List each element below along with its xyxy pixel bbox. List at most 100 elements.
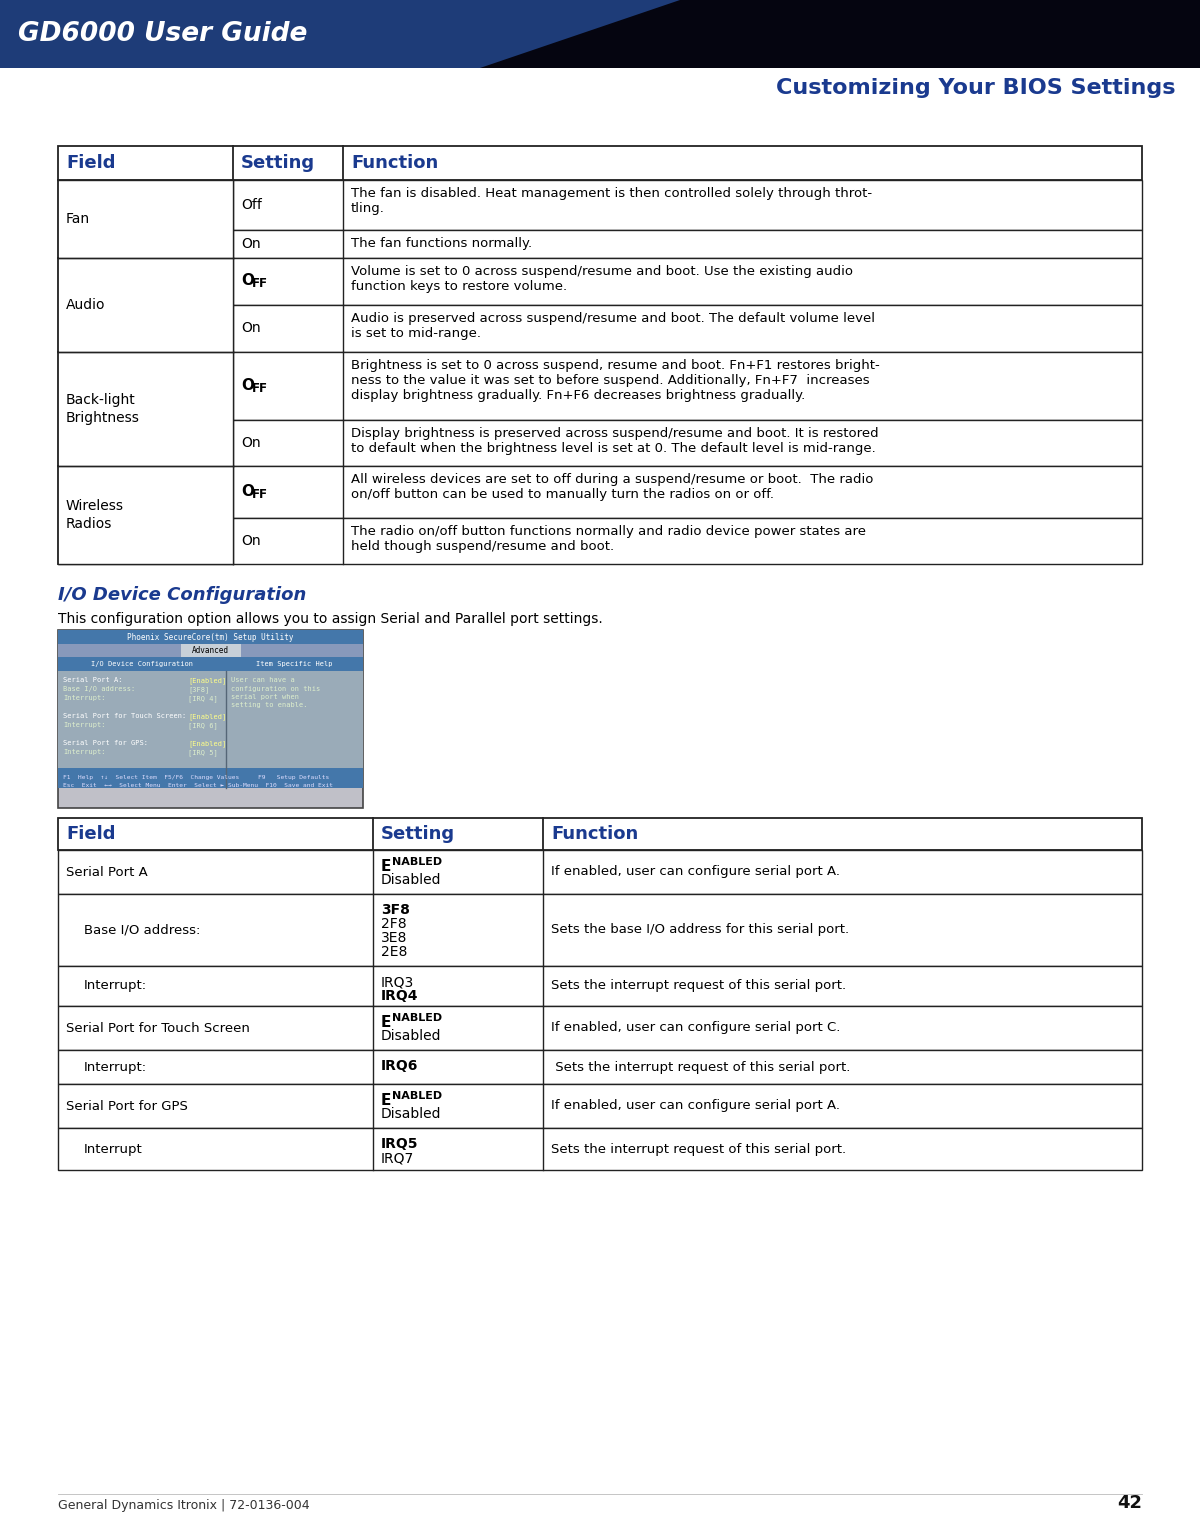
Bar [58,644,364,658]
Text: 2F8: 2F8 [382,916,407,932]
Text: I/O Device Configuration: I/O Device Configuration [91,661,193,667]
Text: IRQ3: IRQ3 [382,975,414,989]
Text: Sets the interrupt request of this serial port.: Sets the interrupt request of this seria… [551,979,846,992]
Text: IRQ5: IRQ5 [382,1137,419,1150]
Text: 42: 42 [1117,1494,1142,1512]
Text: Base I/O address:: Base I/O address: [64,685,136,691]
Text: If enabled, user can configure serial port C.: If enabled, user can configure serial po… [551,1021,840,1035]
Text: Phoenix SecureCore(tm) Setup Utility: Phoenix SecureCore(tm) Setup Utility [127,633,294,642]
Bar [58,420,1142,467]
Bar [58,658,226,671]
Text: IRQ4: IRQ4 [382,989,419,1003]
Bar [58,768,364,788]
Text: Serial Port for GPS: Serial Port for GPS [66,1100,188,1112]
Text: If enabled, user can configure serial port A.: If enabled, user can configure serial po… [551,865,840,878]
Text: On: On [241,237,260,251]
Bar [58,259,1142,305]
Bar [180,644,240,658]
Text: NABLED: NABLED [392,1090,442,1101]
Bar [58,630,364,644]
Text: Function: Function [352,154,438,172]
Text: E: E [382,859,391,875]
Text: Disabled: Disabled [382,873,442,887]
Text: Serial Port for GPS:: Serial Port for GPS: [64,741,148,745]
Text: Audio is preserved across suspend/resume and boot. The default volume level
is s: Audio is preserved across suspend/resume… [352,313,875,340]
Bar [58,180,1142,229]
Text: The fan is disabled. Heat management is then controlled solely through throt-
tl: The fan is disabled. Heat management is … [352,186,872,216]
Text: 2E8: 2E8 [382,946,407,959]
Text: [IRQ 4]: [IRQ 4] [188,695,217,702]
Text: The fan functions normally.: The fan functions normally. [352,237,532,249]
Text: On: On [241,534,260,548]
Bar [226,658,364,671]
Bar [58,966,1142,1006]
Text: Off: Off [241,199,262,213]
Text: Interrupt:: Interrupt: [84,1061,148,1073]
Text: Display brightness is preserved across suspend/resume and boot. It is restored
t: Display brightness is preserved across s… [352,427,878,454]
Text: Disabled: Disabled [382,1029,442,1043]
Text: [Enabled]: [Enabled] [188,713,227,719]
Bar [58,305,1142,353]
Text: On: On [241,322,260,336]
Text: FF: FF [252,382,268,394]
Bar [58,353,233,467]
Bar [58,630,364,809]
Text: E: E [382,1015,391,1030]
Text: Setting: Setting [241,154,316,172]
Text: O: O [241,273,254,288]
Text: Audio: Audio [66,299,106,313]
Bar [58,818,1142,850]
Text: Base I/O address:: Base I/O address: [84,924,200,936]
Bar [58,895,1142,966]
Bar [58,1050,1142,1084]
Text: [Enabled]: [Enabled] [188,678,227,684]
Text: IRQ6: IRQ6 [382,1060,419,1073]
Text: Customizing Your BIOS Settings: Customizing Your BIOS Settings [775,79,1175,99]
Bar [58,1006,1142,1050]
Text: [IRQ 6]: [IRQ 6] [188,722,217,728]
Text: [Enabled]: [Enabled] [188,741,227,747]
Text: Sets the interrupt request of this serial port.: Sets the interrupt request of this seria… [551,1061,851,1073]
Text: Interrupt:: Interrupt: [64,722,106,728]
Bar [58,146,1142,180]
Text: NABLED: NABLED [392,856,442,867]
Text: Volume is set to 0 across suspend/resume and boot. Use the existing audio
functi: Volume is set to 0 across suspend/resume… [352,265,853,293]
Text: This configuration option allows you to assign Serial and Parallel port settings: This configuration option allows you to … [58,611,602,625]
Text: Serial Port A: Serial Port A [66,865,148,878]
Bar [58,850,1142,895]
Text: Interrupt:: Interrupt: [64,748,106,755]
Text: Serial Port for Touch Screen: Serial Port for Touch Screen [66,1021,250,1035]
Text: [IRQ 5]: [IRQ 5] [188,748,217,756]
Text: I/O Device Configuration: I/O Device Configuration [58,587,306,604]
Text: Wireless
Radios: Wireless Radios [66,499,124,531]
Text: Brightness is set to 0 across suspend, resume and boot. Fn+F1 restores bright-
n: Brightness is set to 0 across suspend, r… [352,359,880,402]
Text: Esc  Exit  ←→  Select Menu  Enter  Select ► Sub-Menu  F10  Save and Exit: Esc Exit ←→ Select Menu Enter Select ► S… [64,782,334,788]
Text: User can have a
configuration on this
serial port when
setting to enable.: User can have a configuration on this se… [230,678,320,708]
Bar [58,180,233,259]
Polygon shape [0,0,680,68]
Text: GD6000 User Guide: GD6000 User Guide [18,22,307,48]
Text: 3E8: 3E8 [382,932,407,946]
Text: F1  Help  ↑↓  Select Item  F5/F6  Change Values     F9   Setup Defaults: F1 Help ↑↓ Select Item F5/F6 Change Valu… [64,776,329,781]
Text: Setting: Setting [382,825,455,842]
Text: Serial Port for Touch Screen:: Serial Port for Touch Screen: [64,713,186,719]
Bar [58,658,364,788]
Text: On: On [241,436,260,450]
Text: 3F8: 3F8 [382,902,410,916]
Text: Sets the interrupt request of this serial port.: Sets the interrupt request of this seria… [551,1143,846,1155]
Bar [58,229,1142,259]
Text: Field: Field [66,154,115,172]
Text: Fan: Fan [66,213,90,226]
Bar [58,467,1142,517]
Text: NABLED: NABLED [392,1013,442,1023]
Text: FF: FF [252,488,268,500]
Text: If enabled, user can configure serial port A.: If enabled, user can configure serial po… [551,1100,840,1112]
Text: Item Specific Help: Item Specific Help [256,661,332,667]
Bar [58,517,1142,564]
Bar [58,353,1142,420]
Text: Back-light
Brightness: Back-light Brightness [66,393,140,425]
Text: E: E [382,1093,391,1107]
Text: Field: Field [66,825,115,842]
Text: FF: FF [252,277,268,290]
Text: Serial Port A:: Serial Port A: [64,678,122,684]
